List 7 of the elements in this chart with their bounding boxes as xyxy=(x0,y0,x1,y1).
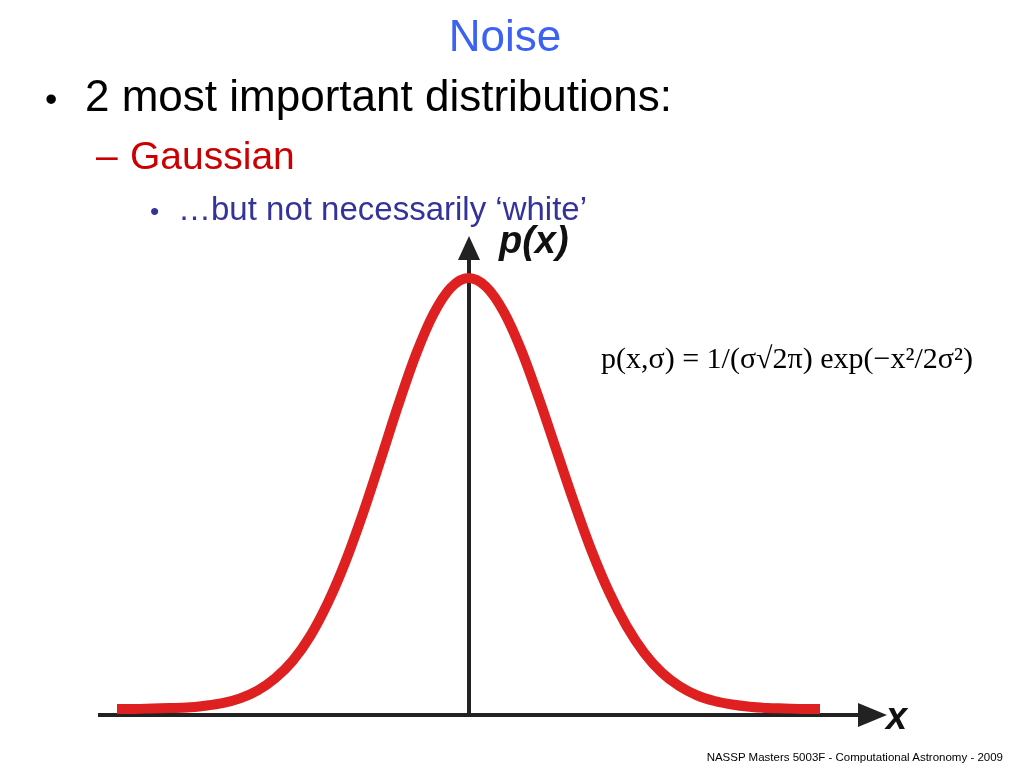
chart-title: Noise xyxy=(448,11,562,60)
text: NASSP Masters 5003F - Computational Astronomy - 2009 xyxy=(706,751,1003,763)
annotation: p(x,σ) = 1/(σ√2π) exp(−x²/2σ²) xyxy=(601,341,973,375)
text: – Gaussian xyxy=(96,134,295,177)
y-axis-title: p(x) xyxy=(498,219,569,261)
x-axis-title: x xyxy=(884,695,909,737)
text: • 2 most important distributions: xyxy=(45,71,672,120)
